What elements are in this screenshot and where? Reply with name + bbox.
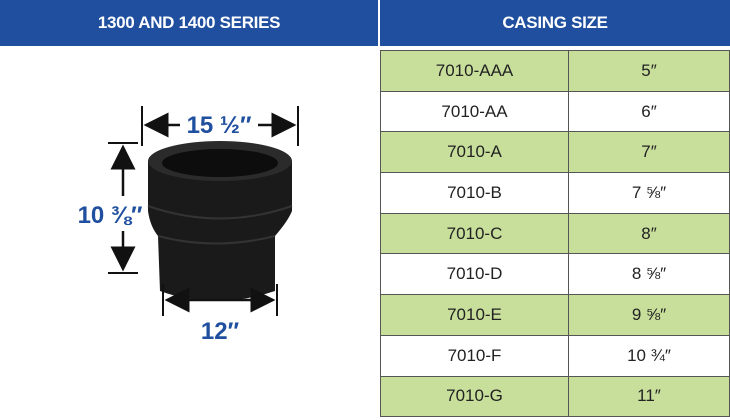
size-cell: 7″ [569, 132, 730, 173]
size-cell: 8 ⅝″ [569, 254, 730, 295]
size-cell: 7 ⅝″ [569, 173, 730, 214]
size-cell: 8″ [569, 213, 730, 254]
model-cell: 7010-G [381, 376, 569, 417]
dimension-bottom: 12″ [201, 318, 240, 345]
size-cell: 9 ⅝″ [569, 295, 730, 336]
model-cell: 7010-A [381, 132, 569, 173]
size-cell: 10 ¾″ [569, 335, 730, 376]
dimension-height: 10 ⅜″ [78, 202, 143, 229]
model-cell: 7010-E [381, 295, 569, 336]
size-cell: 6″ [569, 91, 730, 132]
model-cell: 7010-B [381, 173, 569, 214]
page: 1300 AND 1400 SERIES CASING SIZE 15 ½″ 1… [0, 0, 730, 420]
size-cell: 5″ [569, 51, 730, 92]
model-cell: 7010-AA [381, 91, 569, 132]
header-right: CASING SIZE [380, 0, 730, 46]
model-cell: 7010-AAA [381, 51, 569, 92]
size-cell: 11″ [569, 376, 730, 417]
header-left: 1300 AND 1400 SERIES [0, 0, 378, 46]
model-cell: 7010-F [381, 335, 569, 376]
model-cell: 7010-C [381, 213, 569, 254]
product-drawing: 15 ½″ 10 ⅜″ 12″ [0, 46, 380, 420]
model-cell: 7010-D [381, 254, 569, 295]
dimension-top: 15 ½″ [187, 112, 252, 139]
